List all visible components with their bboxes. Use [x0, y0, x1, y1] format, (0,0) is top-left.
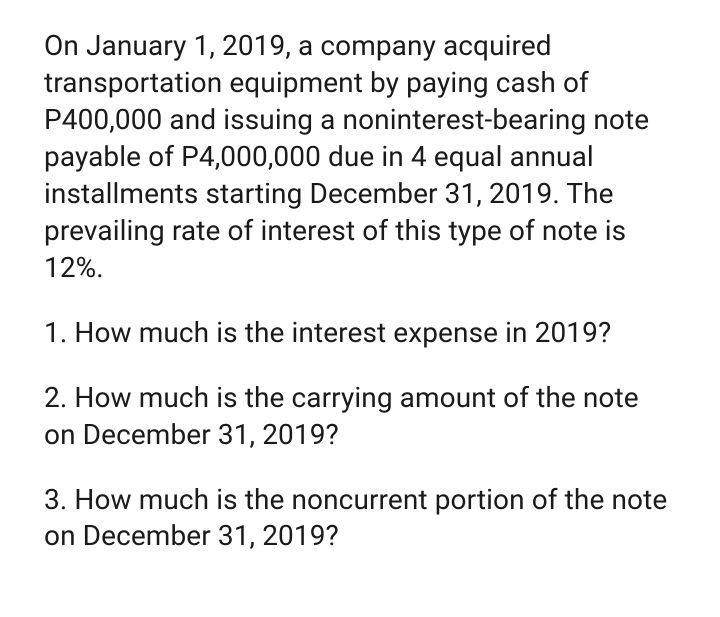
question-1: 1. How much is the interest expense in 2…: [44, 315, 676, 352]
question-3: 3. How much is the noncurrent portion of…: [44, 482, 676, 556]
question-2: 2. How much is the carrying amount of th…: [44, 380, 676, 454]
page-container: On January 1, 2019, a company acquired t…: [0, 0, 720, 583]
problem-intro: On January 1, 2019, a company acquired t…: [44, 28, 676, 287]
